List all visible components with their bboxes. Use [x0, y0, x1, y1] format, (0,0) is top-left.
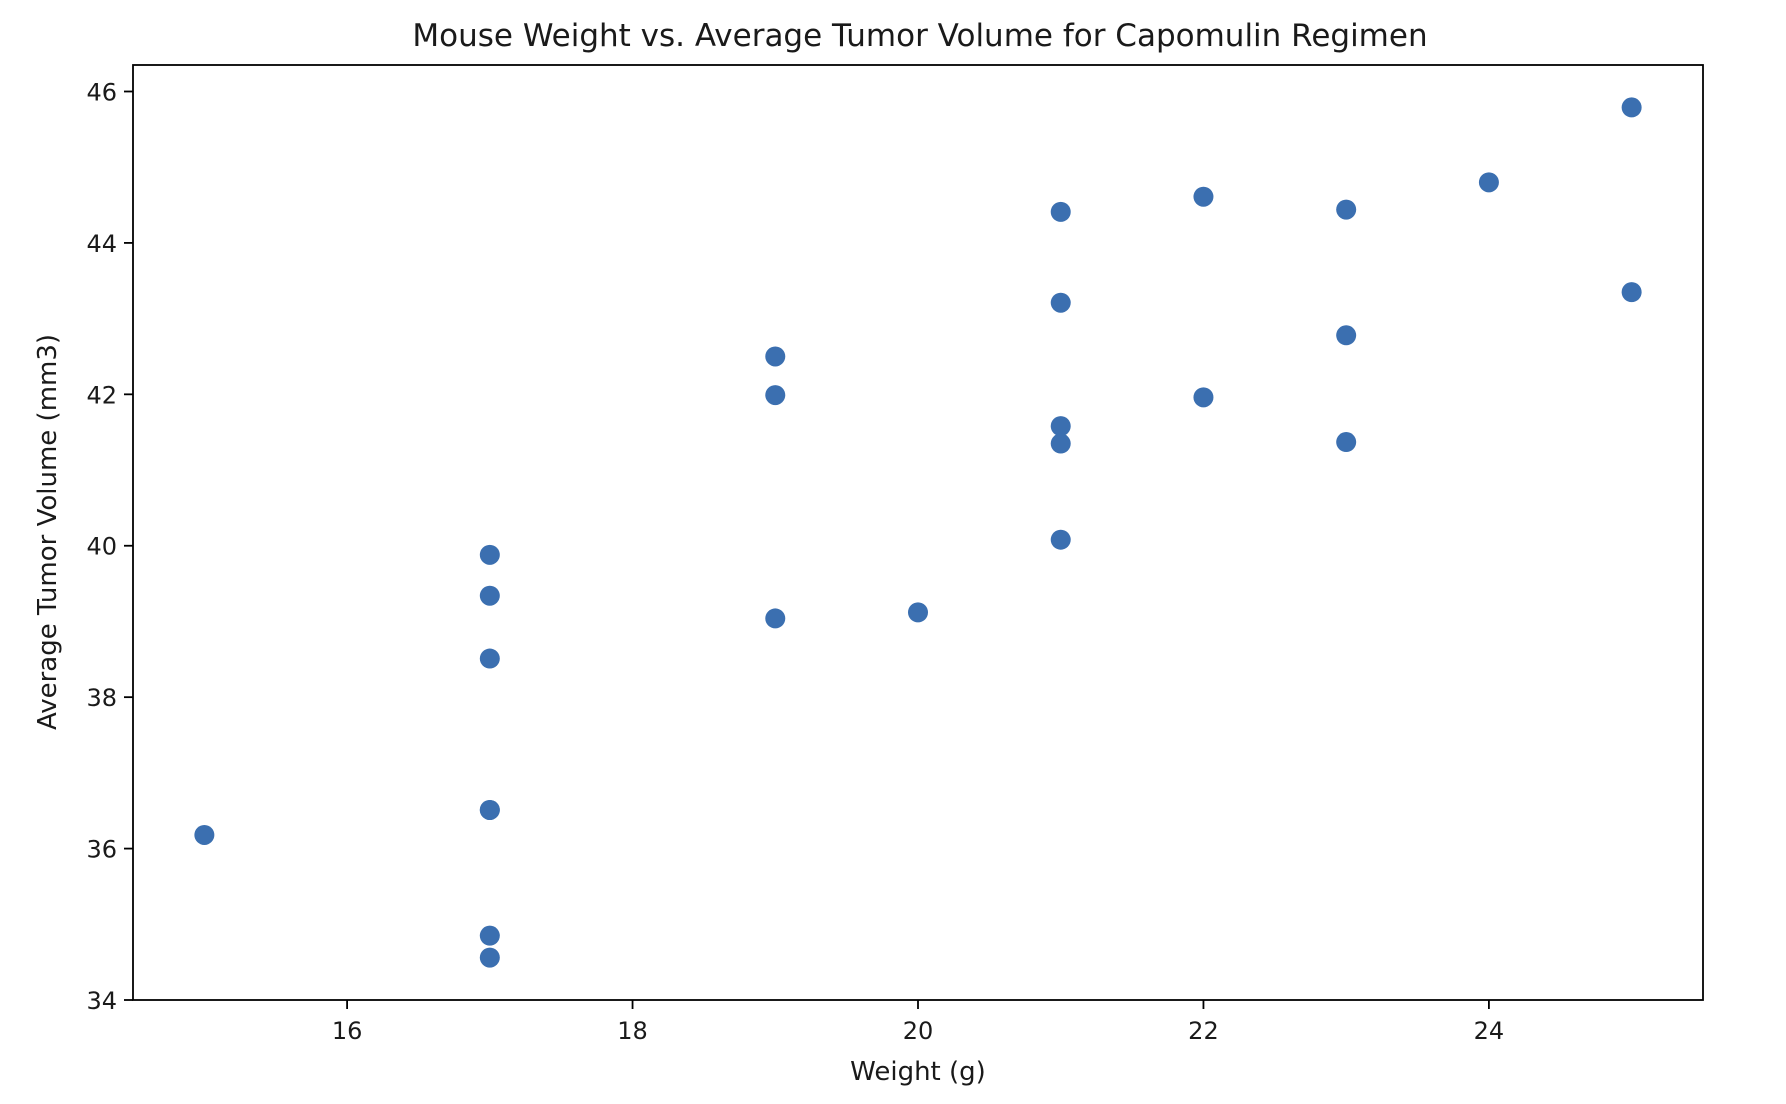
data-point — [479, 544, 500, 565]
x-tick-label: 20 — [903, 1017, 934, 1045]
data-point — [765, 346, 786, 367]
x-tick-label: 16 — [332, 1017, 363, 1045]
y-tick-label: 38 — [86, 684, 117, 712]
y-tick-label: 40 — [86, 533, 117, 561]
data-point — [479, 799, 500, 820]
x-tick-label: 18 — [617, 1017, 648, 1045]
y-tick-label: 44 — [86, 230, 117, 258]
data-point — [908, 602, 928, 623]
scatter-points — [194, 97, 1642, 968]
data-point — [1336, 199, 1357, 220]
data-point — [765, 385, 786, 406]
x-tick-label: 22 — [1188, 1017, 1219, 1045]
data-point — [1050, 416, 1071, 437]
data-point — [479, 648, 500, 669]
data-point — [1050, 292, 1071, 313]
y-axis-ticks: 34 36 38 40 42 44 46 — [86, 78, 133, 1015]
data-point — [479, 925, 500, 946]
data-point — [479, 947, 500, 968]
plot-frame — [132, 64, 1704, 1001]
y-tick-label: 46 — [86, 78, 117, 106]
data-point — [1050, 529, 1071, 550]
y-tick-label: 36 — [86, 836, 117, 864]
y-axis-label: Average Tumor Volume (mm3) — [33, 334, 63, 730]
data-point — [1050, 433, 1071, 454]
data-point — [1336, 325, 1357, 346]
data-point — [1050, 201, 1071, 222]
x-axis-label: Weight (g) — [850, 1057, 986, 1087]
y-tick-label: 34 — [86, 987, 117, 1015]
data-point — [1621, 97, 1642, 118]
data-point — [479, 585, 500, 606]
data-point — [765, 608, 786, 629]
data-point — [194, 824, 215, 845]
chart-title: Mouse Weight vs. Average Tumor Volume fo… — [412, 18, 1427, 54]
x-axis-ticks: 16 18 20 22 24 — [332, 1000, 1504, 1045]
data-point — [1193, 387, 1214, 408]
data-point — [1478, 172, 1499, 193]
y-tick-label: 42 — [86, 381, 117, 409]
data-point — [1336, 432, 1357, 453]
data-point — [1621, 282, 1642, 303]
data-point — [1193, 186, 1214, 207]
x-tick-label: 24 — [1474, 1017, 1505, 1045]
